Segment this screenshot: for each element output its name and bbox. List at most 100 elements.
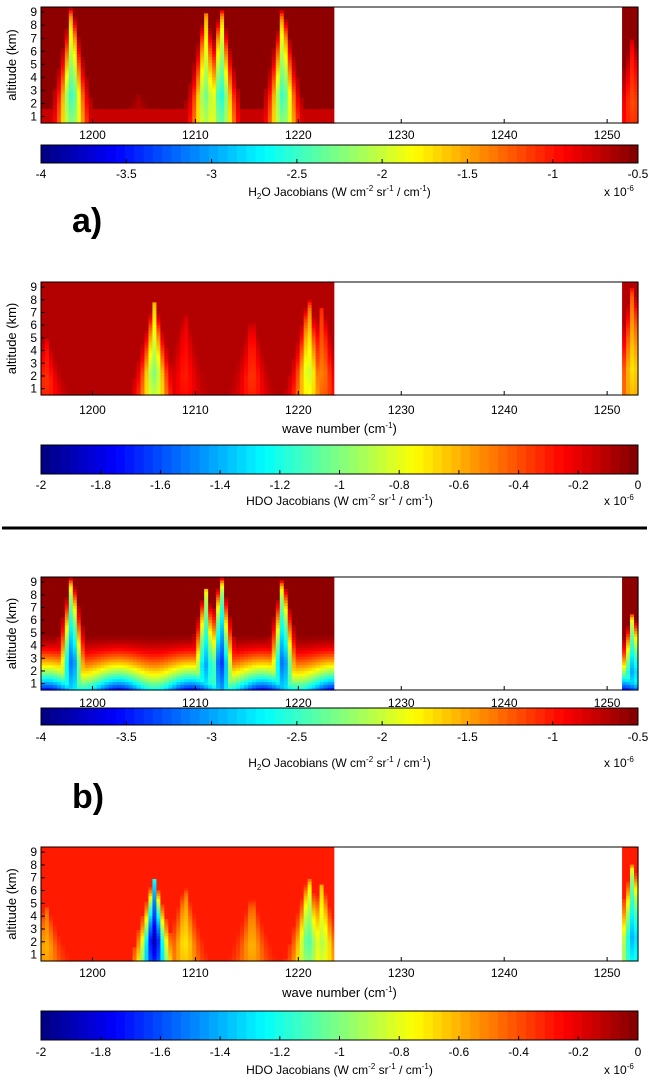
heatmap-cell (200, 27, 205, 31)
heatmap-cell (156, 33, 161, 37)
heatmap-cell (220, 33, 225, 37)
heatmap-cell (275, 85, 281, 89)
heatmap-cell (192, 358, 197, 362)
heatmap-cell (168, 369, 173, 373)
heatmap-cell (108, 53, 114, 57)
heatmap-cell (224, 94, 229, 98)
heatmap-cell (275, 36, 281, 40)
heatmap-cell (251, 33, 257, 37)
heatmap-cell (132, 114, 138, 118)
heatmap-cell (251, 102, 257, 107)
heatmap-cell (152, 70, 158, 75)
heatmap-cell (52, 301, 58, 306)
heatmap-cell (152, 30, 158, 34)
heatmap-cell (116, 293, 122, 297)
heatmap-cell (172, 293, 177, 297)
heatmap-cell (212, 85, 217, 89)
heatmap-cell (184, 70, 189, 75)
heatmap-cell (64, 313, 70, 317)
heatmap-cell (96, 21, 102, 25)
heatmap-cell (152, 36, 158, 40)
heatmap-cell (208, 30, 213, 34)
heatmap-cell (630, 85, 635, 89)
heatmap-cell (156, 380, 161, 385)
heatmap-cell (41, 53, 46, 57)
heatmap-cell (192, 346, 197, 351)
heatmap-cell (96, 335, 102, 340)
heatmap-cell (68, 85, 74, 89)
heatmap-cell (208, 44, 213, 49)
heatmap-cell (295, 50, 301, 54)
heatmap-cell (243, 111, 249, 115)
heatmap-cell (208, 298, 213, 303)
heatmap-cell (184, 327, 189, 331)
heatmap-cell (132, 108, 138, 112)
heatmap-cell (124, 375, 130, 379)
heatmap-cell (68, 38, 74, 43)
heatmap-cell (307, 70, 313, 75)
heatmap-cell (68, 392, 74, 396)
heatmap-cell (100, 27, 106, 31)
heatmap-cell (64, 307, 70, 311)
heatmap-cell (224, 27, 229, 31)
heatmap-cell (160, 73, 165, 78)
heatmap-cell (259, 76, 265, 81)
heatmap-cell (200, 59, 205, 63)
heatmap-cell (132, 383, 138, 388)
plot-frame (40, 6, 639, 124)
heatmap-cell (160, 341, 165, 345)
heatmap-cell (160, 327, 165, 331)
heatmap-cell (267, 30, 273, 34)
heatmap-cell (204, 378, 209, 382)
heatmap-cell (140, 341, 146, 345)
heatmap-cell (108, 59, 114, 63)
heatmap-cell (263, 9, 269, 14)
heatmap-cell (232, 82, 237, 86)
heatmap-cell (92, 21, 98, 25)
heatmap-cell (255, 53, 261, 57)
heatmap-cell (108, 372, 114, 376)
heatmap-cell (212, 120, 217, 124)
heatmap-cell (136, 120, 142, 124)
heatmap-cell (132, 355, 138, 359)
heatmap-cell (152, 346, 158, 351)
heatmap-cell (251, 65, 257, 69)
heatmap-cell (200, 62, 205, 66)
heatmap-cell (212, 7, 217, 11)
heatmap-cell (192, 378, 197, 382)
heatmap-cell (331, 65, 337, 69)
heatmap-cell (275, 41, 281, 46)
heatmap-cell (327, 38, 333, 43)
heatmap-cell (232, 114, 237, 118)
heatmap-cell (287, 96, 293, 101)
colorbar-tick-label: -3.5 (116, 167, 137, 181)
heatmap-cell (267, 15, 273, 20)
heatmap-cell (44, 307, 50, 311)
heatmap-cell (220, 21, 225, 25)
heatmap-cell (243, 102, 249, 107)
heatmap-cell (76, 59, 82, 63)
heatmap-cell (96, 287, 102, 292)
heatmap-cell (327, 96, 333, 101)
heatmap-cell (200, 330, 205, 334)
heatmap-cell (64, 38, 70, 43)
heatmap-cell (200, 366, 205, 371)
heatmap-cell (56, 21, 62, 25)
heatmap-cell (236, 18, 241, 23)
heatmap-cell (311, 47, 317, 52)
heatmap-cell (315, 65, 321, 69)
heatmap-cell (247, 67, 253, 72)
heatmap-cell (88, 310, 94, 314)
heatmap-cell (52, 41, 58, 46)
heatmap-cell (295, 21, 301, 25)
heatmap-cell (271, 27, 277, 31)
heatmap-cell (112, 99, 118, 104)
heatmap-cell (56, 18, 62, 23)
heatmap-cell (204, 298, 209, 303)
heatmap-cell (228, 44, 233, 49)
heatmap-cell (68, 73, 74, 78)
heatmap-cell (259, 47, 265, 52)
heatmap-cell (124, 67, 130, 72)
heatmap-cell (156, 88, 161, 92)
heatmap-cell (84, 290, 90, 294)
